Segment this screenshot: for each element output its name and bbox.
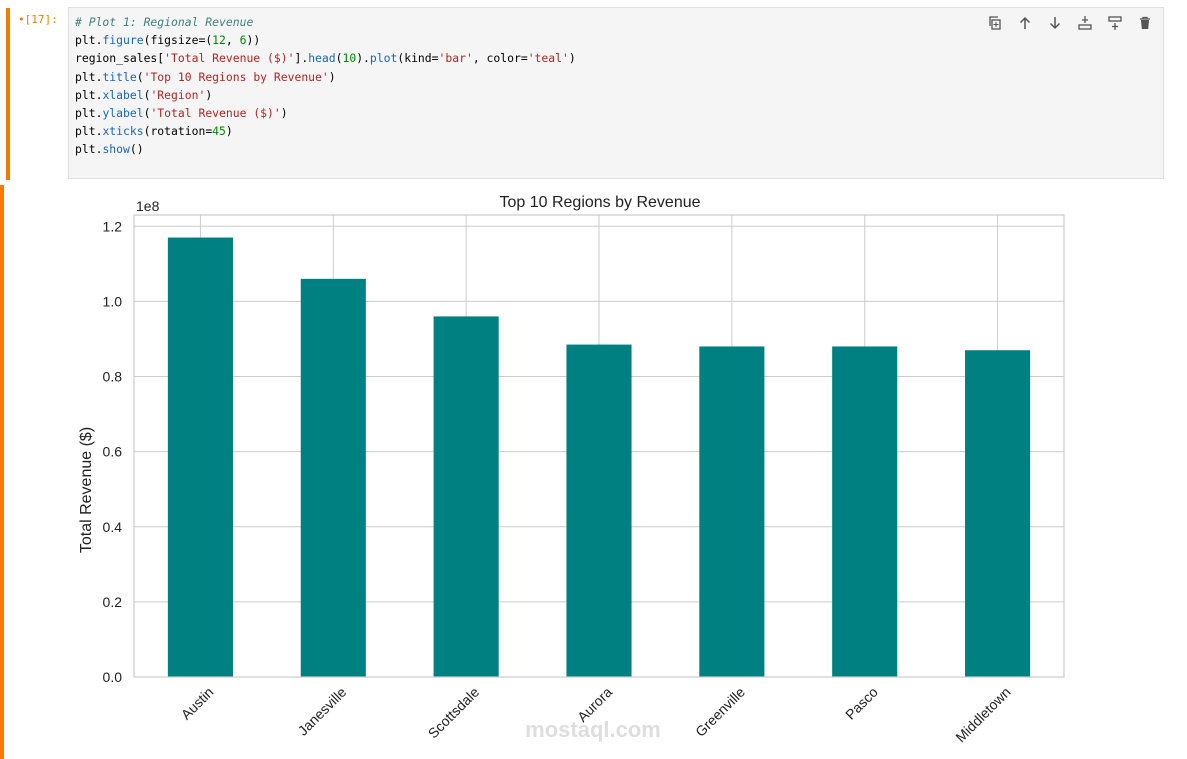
y-offset-text: 1e8	[136, 198, 160, 214]
y-tick-label: 1.0	[103, 293, 123, 309]
x-tick-label: Scottsdale	[425, 684, 483, 742]
plot-frame	[133, 214, 1065, 678]
move-down-button[interactable]	[1043, 12, 1067, 34]
insert-above-icon	[1078, 16, 1092, 30]
arrow-up-icon	[1019, 16, 1031, 29]
code-line[interactable]: plt.xticks(rotation=45)	[75, 124, 233, 139]
x-tick-label: Janesville	[295, 684, 350, 739]
y-tick-label: 0.6	[103, 444, 123, 460]
output-focus-bar	[0, 185, 4, 759]
bars	[167, 237, 1031, 677]
x-tick-label: Middletown	[952, 684, 1013, 745]
bar-aurora	[566, 344, 632, 677]
y-tick-label: 0.4	[103, 519, 123, 535]
watermark: mostaql.com	[525, 717, 661, 742]
bar-middletown	[965, 350, 1031, 677]
y-tick-labels: 0.0 0.2 0.4 0.6 0.8 1.0 1.2	[103, 218, 123, 685]
y-tick-label: 0.8	[103, 369, 123, 385]
insert-above-button[interactable]	[1073, 12, 1097, 34]
move-up-button[interactable]	[1013, 12, 1037, 34]
insert-below-icon	[1108, 16, 1122, 30]
bar-austin	[167, 237, 233, 677]
y-tick-label: 0.2	[103, 594, 123, 610]
bar-pasco	[832, 346, 898, 677]
delete-cell-button[interactable]	[1133, 12, 1157, 34]
y-tick-label: 0.0	[103, 669, 123, 685]
bar-chart: 0.0 0.2 0.4 0.6 0.8 1.0 1.2 Austin Janesville Sc…	[78, 194, 1065, 745]
x-tick-label: Greenville	[692, 684, 748, 740]
bar-scottsdale	[433, 316, 499, 677]
code-line[interactable]: # Plot 1: Regional Revenue	[75, 15, 254, 29]
delete-icon	[1140, 16, 1150, 29]
chart-title: Top 10 Regions by Revenue	[499, 194, 700, 211]
bar-greenville	[699, 346, 765, 677]
arrow-down-icon	[1049, 17, 1061, 30]
execution-prompt: •[17]:	[18, 13, 58, 26]
code-line[interactable]: plt.ylabel('Total Revenue ($)')	[75, 106, 288, 121]
y-axis-label: Total Revenue ($)	[78, 427, 95, 553]
cell-focus-bar	[6, 8, 10, 180]
code-cell-editor[interactable]: # Plot 1: Regional Revenue plt.figure(fi…	[68, 7, 1164, 179]
code-line[interactable]: plt.figure(figsize=(12, 6))	[75, 33, 261, 48]
x-tick-label: Pasco	[842, 684, 881, 723]
code-line[interactable]: plt.show()	[75, 142, 144, 157]
code-line[interactable]: plt.xlabel('Region')	[75, 87, 213, 102]
cell-toolbar	[983, 12, 1157, 34]
code-line[interactable]: plt.title('Top 10 Regions by Revenue')	[75, 69, 336, 84]
duplicate-icon	[989, 16, 1001, 30]
x-tick-label: Austin	[178, 684, 217, 723]
insert-below-button[interactable]	[1103, 12, 1127, 34]
bar-janesville	[300, 278, 366, 677]
duplicate-cell-button[interactable]	[983, 12, 1007, 34]
code-text[interactable]: # Plot 1: Regional Revenue plt.figure(fi…	[75, 13, 576, 159]
y-tick-label: 1.2	[103, 218, 123, 234]
code-line[interactable]: region_sales['Total Revenue ($)'].head(1…	[75, 51, 576, 66]
